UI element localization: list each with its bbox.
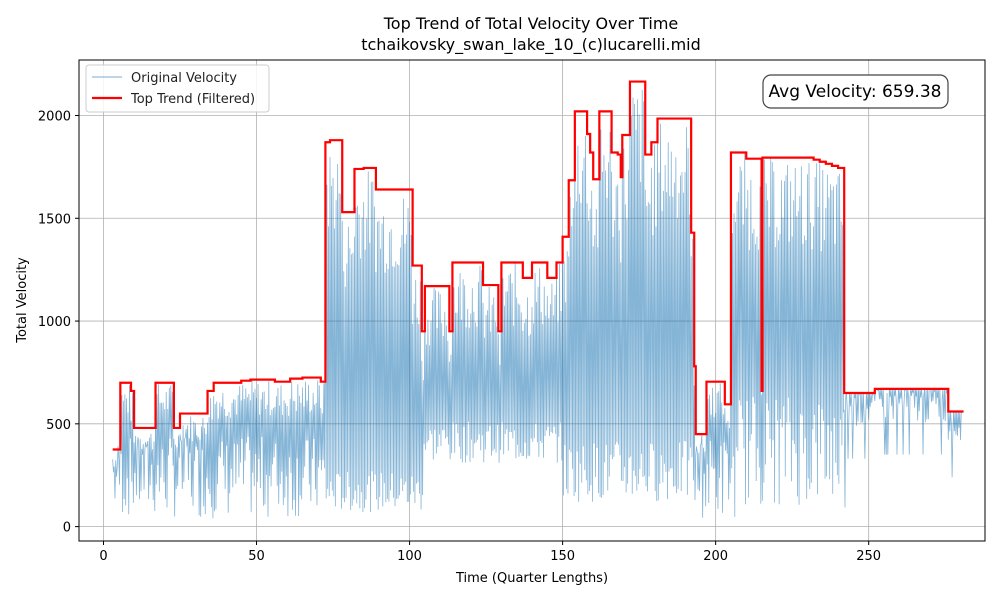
axis-ticks: 0 50 100 150 200 250 0 500 1000 1500 2000 bbox=[38, 110, 881, 565]
x-tick-label: 200 bbox=[703, 549, 728, 564]
x-tick-label: 100 bbox=[397, 549, 422, 564]
top-trend-series bbox=[112, 80, 964, 451]
original-velocity-series bbox=[112, 89, 962, 519]
plot-frame bbox=[78, 59, 986, 542]
x-tick-label: 150 bbox=[550, 549, 575, 564]
y-axis-label: Total Velocity bbox=[15, 257, 30, 344]
avg-velocity-annotation: Avg Velocity: 659.38 bbox=[762, 74, 949, 109]
y-tick-label: 500 bbox=[46, 418, 71, 433]
legend-trend-label: Top Trend (Filtered) bbox=[130, 92, 255, 107]
y-tick-label: 2000 bbox=[38, 110, 71, 125]
x-tick-label: 250 bbox=[856, 549, 881, 564]
x-tick-label: 0 bbox=[99, 549, 107, 564]
legend-original-label: Original Velocity bbox=[131, 71, 237, 86]
y-tick-label: 1000 bbox=[38, 315, 71, 330]
x-tick-label: 50 bbox=[248, 549, 265, 564]
x-axis-label: Time (Quarter Lengths) bbox=[455, 571, 608, 586]
avg-velocity-text: Avg Velocity: 659.38 bbox=[769, 82, 942, 102]
legend-box bbox=[85, 64, 270, 113]
chart-subtitle: tchaikovsky_swan_lake_10_(c)lucarelli.mi… bbox=[361, 35, 701, 55]
y-tick-label: 0 bbox=[63, 521, 71, 536]
y-tick-label: 1500 bbox=[38, 212, 71, 227]
legend: Original Velocity Top Trend (Filtered) bbox=[85, 64, 270, 113]
annotation-box bbox=[762, 74, 949, 109]
chart-title: Top Trend of Total Velocity Over Time bbox=[383, 14, 679, 33]
